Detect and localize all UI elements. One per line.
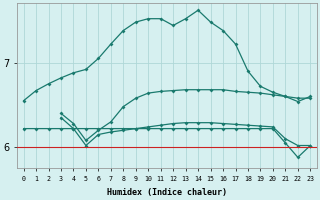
X-axis label: Humidex (Indice chaleur): Humidex (Indice chaleur) [107, 188, 227, 197]
